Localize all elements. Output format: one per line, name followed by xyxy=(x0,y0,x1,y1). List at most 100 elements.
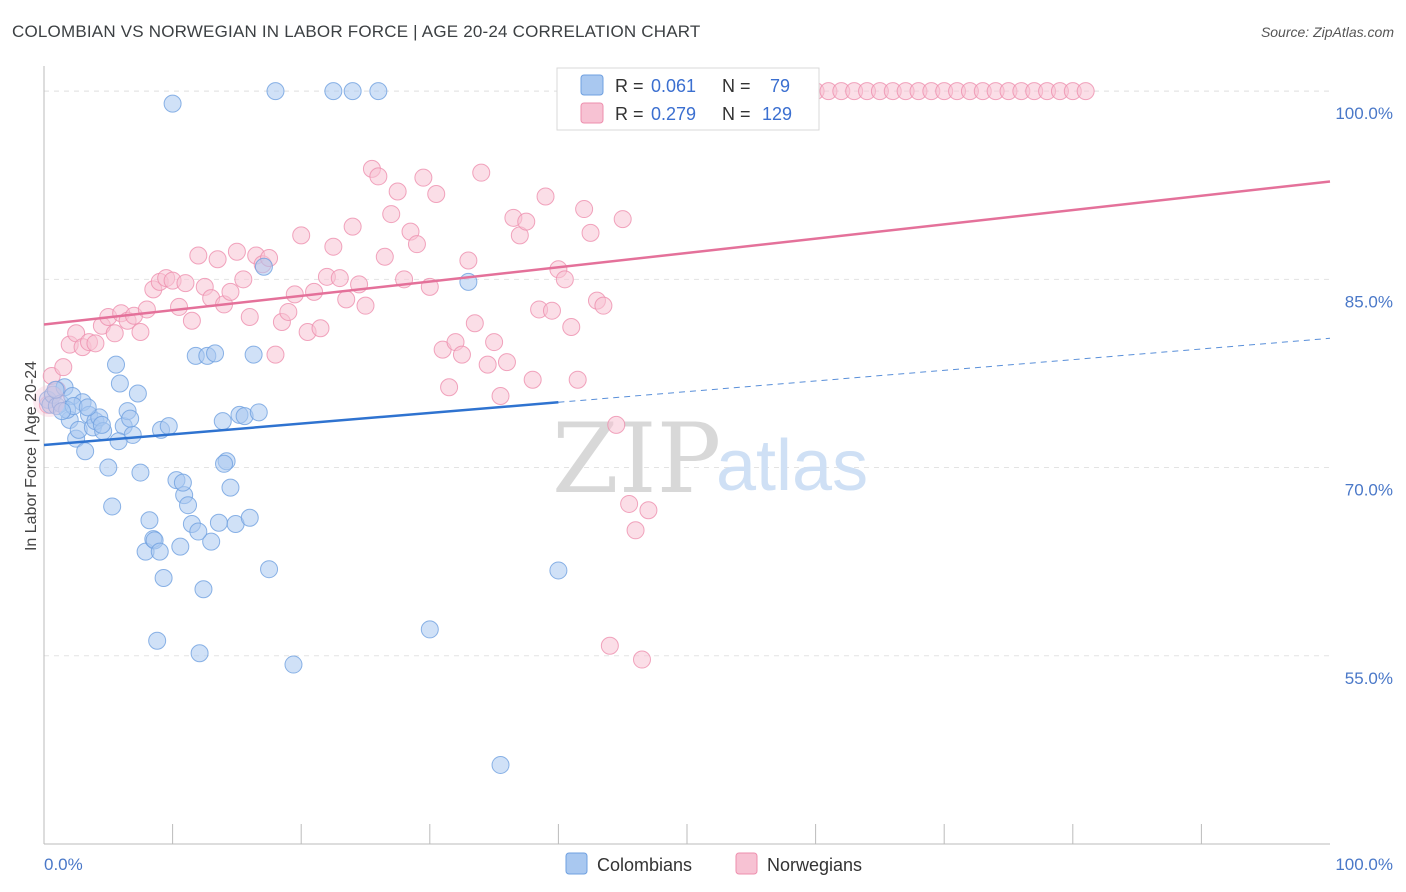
bottom-legend: Colombians Norwegians xyxy=(565,852,862,875)
point-norwegians xyxy=(356,296,375,315)
point-norwegians xyxy=(465,314,484,333)
point-norwegians xyxy=(292,226,311,245)
point-norwegians xyxy=(176,274,195,293)
point-norwegians xyxy=(208,250,227,269)
point-norwegians xyxy=(234,270,253,289)
point-colombians xyxy=(92,415,111,434)
point-norwegians xyxy=(375,247,394,266)
y-axis-label: In Labor Force | Age 20-24 xyxy=(23,361,40,551)
point-colombians xyxy=(209,513,228,532)
point-norwegians xyxy=(459,251,478,270)
point-norwegians xyxy=(472,163,491,182)
point-colombians xyxy=(171,537,190,556)
y-tick-label: 55.0% xyxy=(1345,669,1393,688)
data-points xyxy=(33,82,1095,774)
point-norwegians xyxy=(497,353,516,372)
point-colombians xyxy=(190,644,209,663)
point-colombians xyxy=(154,568,173,587)
point-norwegians xyxy=(170,297,189,316)
point-norwegians xyxy=(1076,82,1095,101)
point-colombians xyxy=(221,478,240,497)
point-colombians xyxy=(240,508,259,527)
x-tick-label: 100.0% xyxy=(1335,855,1393,874)
point-norwegians xyxy=(594,296,613,315)
point-norwegians xyxy=(382,205,401,224)
point-colombians xyxy=(284,655,303,674)
legend-swatch-norwegians xyxy=(580,102,604,124)
point-colombians xyxy=(324,82,343,101)
point-norwegians xyxy=(279,302,298,321)
point-norwegians xyxy=(414,168,433,187)
source-label: Source: ZipAtlas.com xyxy=(1260,24,1394,40)
point-norwegians xyxy=(575,200,594,219)
legend-n-label-norwegians: N = xyxy=(722,104,751,124)
point-colombians xyxy=(194,580,213,599)
point-colombians xyxy=(107,355,126,374)
point-norwegians xyxy=(600,636,619,655)
point-colombians xyxy=(173,473,192,492)
bottom-legend-label-norwegians: Norwegians xyxy=(767,855,862,875)
trend-lines xyxy=(43,180,1331,447)
point-norwegians xyxy=(620,494,639,513)
point-colombians xyxy=(131,463,150,482)
point-norwegians xyxy=(324,237,343,256)
point-colombians xyxy=(121,409,140,428)
point-norwegians xyxy=(407,235,426,254)
point-norwegians xyxy=(523,370,542,389)
point-colombians xyxy=(189,522,208,541)
point-norwegians xyxy=(568,370,587,389)
point-colombians xyxy=(159,417,178,436)
point-norwegians xyxy=(189,246,208,265)
point-colombians xyxy=(260,560,279,579)
point-norwegians xyxy=(427,184,446,203)
tick-labels: 55.0% 70.0% 85.0% 100.0% 0.0% 100.0% xyxy=(44,104,1393,874)
point-norwegians xyxy=(86,334,105,353)
point-norwegians xyxy=(542,301,561,320)
point-norwegians xyxy=(440,378,459,397)
point-norwegians xyxy=(626,521,645,540)
point-norwegians xyxy=(311,319,330,338)
point-norwegians xyxy=(485,333,504,352)
y-tick-label: 100.0% xyxy=(1335,104,1393,123)
point-norwegians xyxy=(330,269,349,288)
point-colombians xyxy=(103,497,122,516)
point-colombians xyxy=(266,82,285,101)
point-norwegians xyxy=(240,307,259,326)
point-norwegians xyxy=(221,282,240,301)
point-norwegians xyxy=(388,182,407,201)
bottom-legend-swatch-norwegians xyxy=(735,852,758,875)
point-colombians xyxy=(249,403,268,422)
point-colombians xyxy=(215,454,234,473)
legend-r-label-norwegians: R = xyxy=(615,104,644,124)
legend-r-value-norwegians: 0.279 xyxy=(651,104,696,124)
point-colombians xyxy=(163,94,182,113)
point-norwegians xyxy=(632,650,651,669)
x-tick-label: 0.0% xyxy=(44,855,83,874)
point-norwegians xyxy=(105,324,124,343)
legend-box: R = 0.061 N = 79 R = 0.279 N = 129 xyxy=(556,67,820,131)
y-tick-label: 70.0% xyxy=(1345,481,1393,500)
grid-lines xyxy=(44,90,1330,657)
point-colombians xyxy=(491,755,510,774)
point-norwegians xyxy=(54,358,73,377)
point-colombians xyxy=(179,496,198,515)
point-colombians xyxy=(254,257,273,276)
bottom-legend-label-colombians: Colombians xyxy=(597,855,692,875)
point-norwegians xyxy=(613,210,632,229)
point-colombians xyxy=(213,412,232,431)
trend-line-colombians xyxy=(43,401,559,447)
point-norwegians xyxy=(343,217,362,236)
point-norwegians xyxy=(285,285,304,304)
legend-swatch-colombians xyxy=(580,74,604,96)
point-norwegians xyxy=(369,167,388,186)
watermark: ZIP atlas xyxy=(552,403,868,515)
point-norwegians xyxy=(337,290,356,309)
point-colombians xyxy=(109,432,128,451)
watermark-zip: ZIP xyxy=(552,403,721,515)
legend-n-value-colombians: 79 xyxy=(770,76,790,96)
y-tick-label: 85.0% xyxy=(1345,292,1393,311)
point-norwegians xyxy=(305,282,324,301)
point-colombians xyxy=(76,442,95,461)
point-norwegians xyxy=(182,311,201,330)
